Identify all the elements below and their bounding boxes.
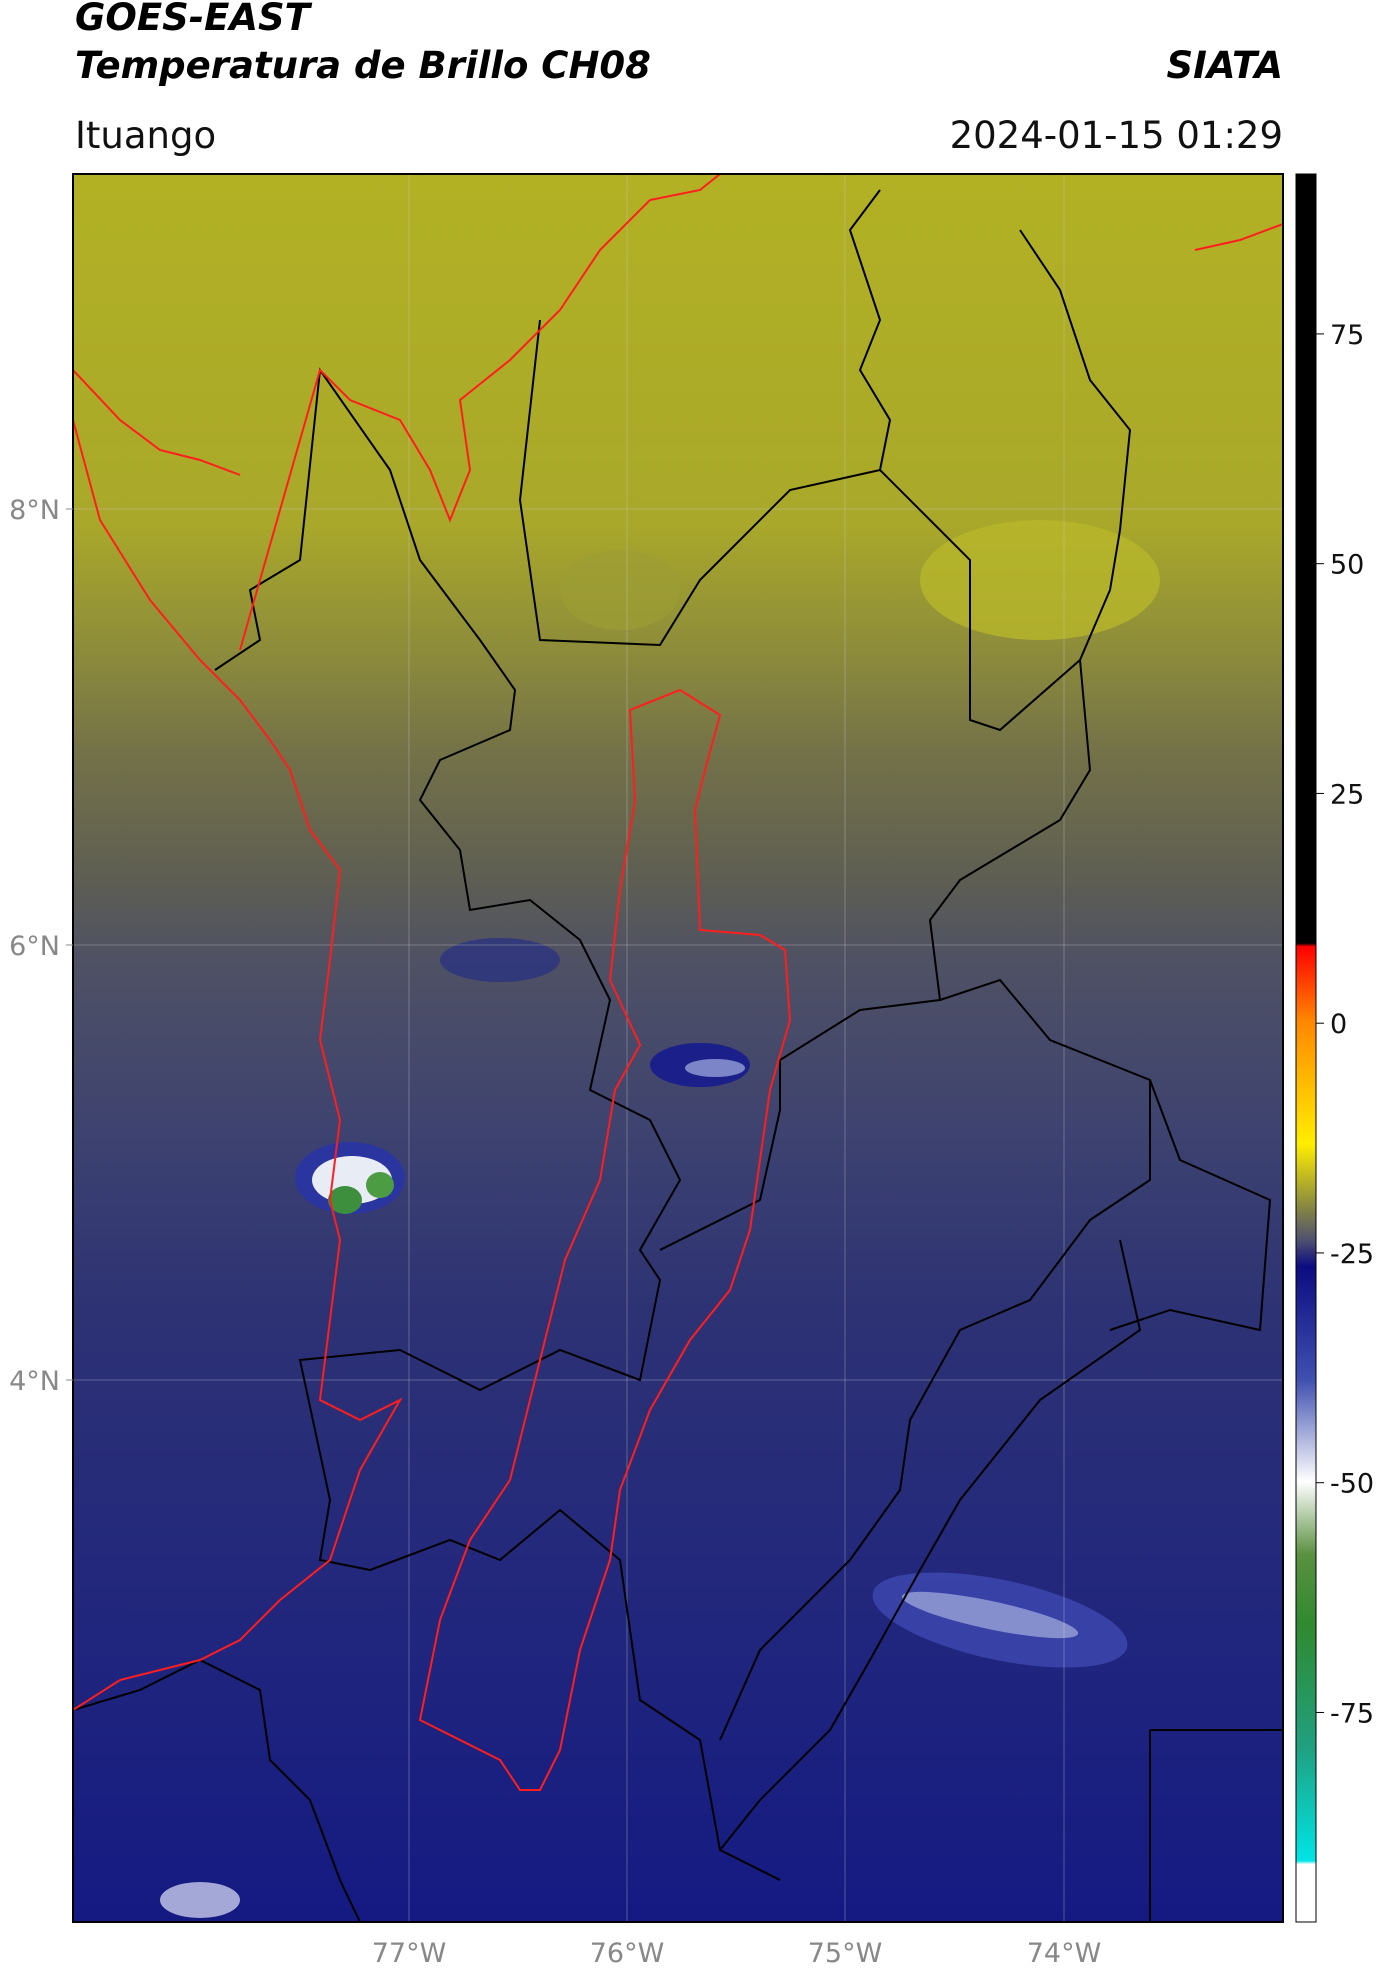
lon-label: 74°W [1027,1938,1102,1969]
lon-label: 77°W [372,1938,447,1969]
colorbar-tick-label: -75 [1330,1698,1374,1729]
lon-label: 76°W [590,1938,665,1969]
colorbar-tick-label: 75 [1330,320,1364,351]
title: GOES-EAST [75,0,313,39]
lat-ticks: 8°N 6°N 4°N [9,495,73,1397]
colorbar-tick-label: -25 [1330,1239,1374,1270]
colorbar-ticks: 75 50 25 0 -25 -50 -75 [1316,320,1374,1729]
lat-label: 4°N [9,1366,60,1397]
location: Ituango [75,114,216,157]
colorbar-tick-label: 0 [1330,1009,1347,1040]
subtitle: Temperatura de Brillo CH08 [75,44,651,87]
lat-label: 6°N [9,931,60,962]
datetime: 2024-01-15 01:29 [950,114,1283,157]
map [73,174,1283,1922]
source: SIATA [1166,44,1283,87]
lon-ticks: 77°W 76°W 75°W 74°W [372,1938,1102,1969]
lat-label: 8°N [9,495,60,526]
colorbar [1295,173,1317,1923]
map-frame [72,173,1284,1923]
colorbar-tick-label: 50 [1330,550,1364,581]
colorbar-tick-label: -50 [1330,1469,1374,1500]
colorbar-tick-label: 25 [1330,779,1364,810]
lon-label: 75°W [808,1938,883,1969]
